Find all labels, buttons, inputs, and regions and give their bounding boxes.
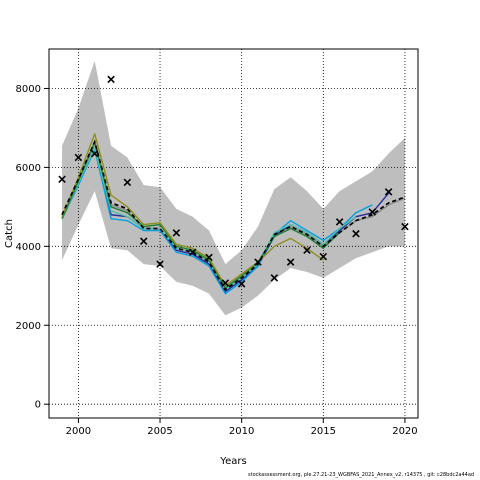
observed-point-2013: [286, 258, 295, 266]
observed-point-2015: [319, 252, 328, 261]
observed-point-stroke-b: [123, 178, 132, 187]
observed-point-stroke-b: [90, 149, 99, 158]
observed-point-2012: [270, 274, 279, 282]
observed-point-stroke-b: [74, 153, 83, 162]
observed-point-stroke-b: [254, 258, 262, 266]
plot-frame: [48, 48, 419, 419]
observed-point-2006: [172, 229, 181, 237]
observed-point-2005: [156, 260, 164, 268]
observed-point-stroke-b: [172, 229, 181, 237]
series-line-5: [61, 146, 357, 291]
observed-point-stroke-b: [237, 280, 246, 288]
observed-point-stroke-b: [384, 188, 393, 196]
observed-point-stroke-b: [352, 229, 360, 238]
observed-point-2009: [221, 279, 230, 287]
observed-point-2003: [123, 178, 132, 187]
observed-point-2011: [254, 258, 262, 266]
series-line-3: [61, 146, 390, 293]
confidence-band-layer: [62, 60, 405, 316]
observed-point-stroke-b: [368, 208, 377, 216]
confidence-band: [62, 60, 405, 316]
observed-point-stroke-b: [58, 175, 66, 184]
observed-point-stroke-b: [401, 222, 409, 231]
observed-point-stroke-b: [107, 75, 115, 84]
x-tick-label-2010: 2010: [229, 426, 254, 437]
observed-point-2020: [401, 222, 409, 231]
observed-point-stroke-b: [221, 279, 230, 287]
footer-credit: stockassessment.org, ple.27.21-23_WGBFAS…: [248, 472, 475, 478]
y-tick-label-4000: 4000: [16, 242, 41, 253]
y-axis-label: Catch: [4, 219, 15, 248]
series-line-7: [61, 133, 324, 287]
x-tick-label-2000: 2000: [66, 426, 91, 437]
observed-point-stroke-b: [270, 274, 279, 282]
observed-point-stroke-b: [286, 258, 295, 266]
observed-point-stroke-b: [319, 252, 328, 261]
y-tick-label-0: 0: [35, 400, 41, 411]
observed-point-2000: [74, 153, 83, 162]
axis-layer: 2000 2005 2010 2015 2020 0 2000 4000 6000 8000: [16, 84, 418, 437]
y-tick-label-6000: 6000: [16, 163, 41, 174]
y-tick-label-2000: 2000: [16, 321, 41, 332]
observed-point-2004: [139, 237, 148, 245]
x-axis-label: Years: [219, 456, 246, 467]
observed-point-2001: [90, 149, 99, 158]
y-tick-label-8000: 8000: [16, 84, 41, 95]
x-tick-label-2005: 2005: [147, 426, 172, 437]
observed-point-2007: [188, 248, 197, 257]
observed-point-stroke-b: [156, 260, 164, 268]
observed-point-stroke-b: [335, 218, 344, 226]
observed-point-stroke-b: [303, 246, 311, 255]
observed-point-stroke-b: [205, 253, 213, 262]
series-line-6: [61, 141, 341, 289]
series-line-4: [61, 148, 373, 295]
x-tick-label-2015: 2015: [311, 426, 336, 437]
observations-layer: [58, 75, 409, 288]
observed-point-2014: [303, 246, 311, 255]
x-tick-label-2020: 2020: [392, 426, 417, 437]
observed-point-stroke-b: [188, 248, 197, 257]
observed-point-stroke-b: [139, 237, 148, 245]
observed-point-1999: [58, 175, 66, 184]
observed-point-2010: [237, 280, 246, 288]
observed-point-2018: [368, 208, 377, 216]
series-layer: [61, 133, 406, 295]
observed-point-2008: [205, 253, 213, 262]
observed-point-2016: [335, 218, 344, 226]
observed-point-2002: [107, 75, 115, 84]
observed-point-2019: [384, 188, 393, 196]
observed-point-2017: [352, 229, 360, 238]
